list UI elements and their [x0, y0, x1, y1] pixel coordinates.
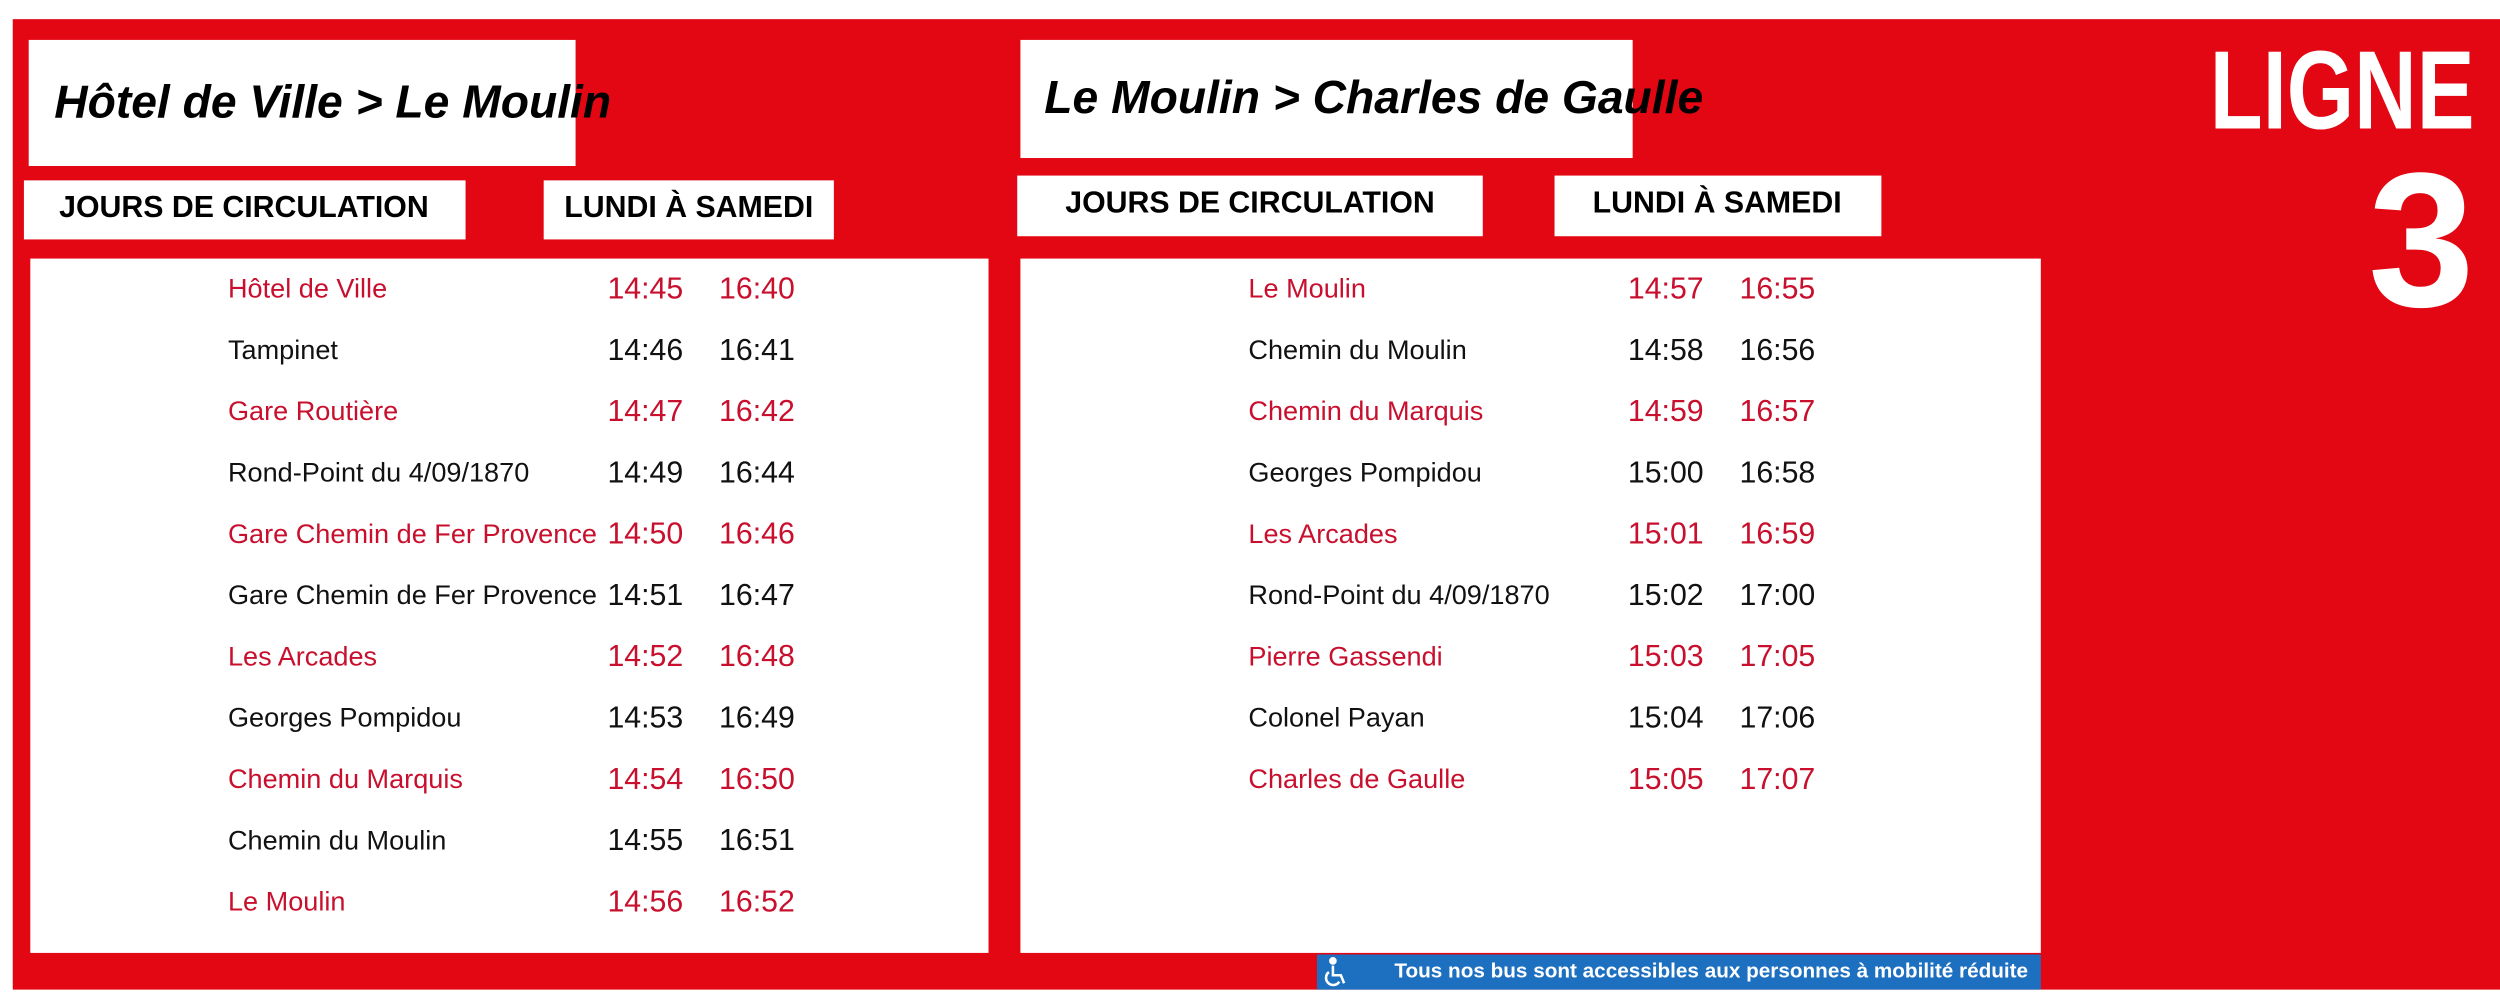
stop-name: Hôtel de Ville — [228, 273, 387, 304]
departure-time: 16:59 — [1739, 518, 1815, 551]
stop-name: Colonel Payan — [1248, 702, 1424, 733]
departure-time: 14:47 — [607, 395, 683, 428]
departure-time: 14:54 — [607, 763, 683, 796]
route-title: Le Moulin > Charles de Gaulle — [1044, 71, 1703, 123]
stop-name: Chemin du Moulin — [228, 824, 446, 855]
stop-name: Pierre Gassendi — [1248, 640, 1442, 671]
stop-name: Gare Routière — [228, 395, 398, 426]
departure-time: 16:46 — [719, 518, 795, 551]
departure-time: 16:52 — [719, 885, 795, 918]
stop-name: Georges Pompidou — [228, 702, 461, 733]
departure-time: 17:06 — [1739, 702, 1815, 735]
stop-name: Les Arcades — [1248, 518, 1397, 549]
departure-time: 16:40 — [719, 272, 795, 305]
departure-time: 16:55 — [1739, 272, 1815, 305]
stop-name: Charles de Gaulle — [1248, 763, 1465, 794]
departure-time: 16:56 — [1739, 334, 1815, 367]
stop-name: Gare Chemin de Fer Provence — [228, 579, 597, 610]
departure-time: 15:03 — [1628, 640, 1704, 673]
departure-time: 14:56 — [607, 885, 683, 918]
accessibility-note: Tous nos bus sont accessibles aux person… — [1394, 960, 2028, 983]
departure-time: 17:05 — [1739, 640, 1815, 673]
departure-time: 14:53 — [607, 702, 683, 735]
departure-time: 17:00 — [1739, 579, 1815, 612]
departure-time: 15:04 — [1628, 702, 1704, 735]
stop-name: Rond-Point du 4/09/1870 — [228, 457, 529, 488]
departure-time: 15:00 — [1628, 456, 1704, 489]
stop-name: Gare Chemin de Fer Provence — [228, 518, 597, 549]
title-box — [28, 39, 576, 166]
stop-name: Le Moulin — [1248, 273, 1365, 304]
stop-name: Rond-Point du 4/09/1870 — [1248, 579, 1549, 610]
title-box — [1020, 39, 1633, 159]
departure-time: 16:51 — [719, 824, 795, 857]
departure-time: 16:47 — [719, 579, 795, 612]
accessibility-bar — [1316, 954, 2041, 990]
stop-name: Chemin du Marquis — [228, 763, 463, 794]
stop-name: Le Moulin — [228, 886, 345, 917]
departure-time: 16:57 — [1739, 395, 1815, 428]
line-label: LIGNE — [2210, 27, 2475, 152]
days-value-box — [1554, 175, 1882, 237]
departure-time: 16:49 — [719, 702, 795, 735]
departure-time: 14:46 — [607, 334, 683, 367]
route-title: Hôtel de Ville > Le Moulin — [54, 76, 611, 128]
departure-time: 16:58 — [1739, 456, 1815, 489]
departure-time: 14:57 — [1628, 272, 1704, 305]
days-label-box — [23, 180, 466, 240]
days-label: JOURS DE CIRCULATION — [1065, 186, 1435, 219]
table — [1020, 258, 2041, 953]
departure-time: 15:02 — [1628, 579, 1704, 612]
departure-time: 14:59 — [1628, 395, 1704, 428]
departure-time: 16:50 — [719, 763, 795, 796]
days-label-box — [1017, 175, 1483, 237]
departure-time: 16:44 — [719, 456, 795, 489]
table — [30, 258, 989, 953]
wheelchair-icon — [1324, 957, 1346, 987]
departure-time: 14:51 — [607, 579, 683, 612]
days-value: LUNDI À SAMEDI — [564, 190, 813, 224]
stop-name: Georges Pompidou — [1248, 457, 1481, 488]
departure-time: 14:55 — [607, 824, 683, 857]
departure-time: 14:50 — [607, 518, 683, 551]
departure-time: 16:48 — [719, 640, 795, 673]
days-value: LUNDI À SAMEDI — [1593, 185, 1842, 219]
departure-time: 16:41 — [719, 334, 795, 367]
stop-name: Chemin du Moulin — [1248, 334, 1466, 365]
stop-name: Chemin du Marquis — [1248, 395, 1483, 426]
departure-time: 14:52 — [607, 640, 683, 673]
days-label: JOURS DE CIRCULATION — [59, 191, 429, 224]
departure-time: 14:45 — [607, 272, 683, 305]
departure-time: 14:58 — [1628, 334, 1704, 367]
departure-time: 17:07 — [1739, 763, 1815, 796]
departure-time: 15:05 — [1628, 763, 1704, 796]
days-value-box — [543, 180, 834, 240]
departure-time: 15:01 — [1628, 518, 1704, 551]
departure-time: 14:49 — [607, 456, 683, 489]
line-number: 3 — [2368, 133, 2474, 347]
stop-name: Les Arcades — [228, 640, 377, 671]
stop-name: Tampinet — [228, 334, 338, 365]
departure-time: 16:42 — [719, 395, 795, 428]
